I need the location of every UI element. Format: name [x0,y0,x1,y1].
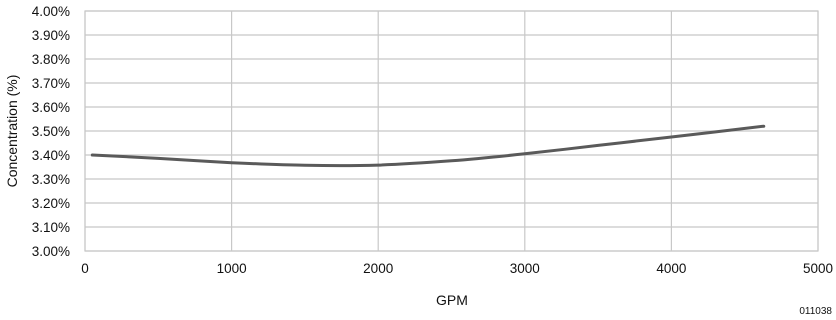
y-tick-label: 3.00% [32,244,70,259]
y-tick-label: 3.20% [32,196,70,211]
x-tick-label: 0 [81,261,89,276]
y-tick-label: 3.40% [32,148,70,163]
y-tick-label: 3.70% [32,76,70,91]
figure-reference-number: 011038 [799,306,832,317]
series-line [90,124,766,168]
series-layer [90,124,766,168]
plot-frame [84,10,819,252]
x-tick-label: 3000 [510,261,540,276]
x-tick-label: 2000 [363,261,393,276]
y-tick-label: 3.50% [32,124,70,139]
x-tick-labels: 0 1000 2000 3000 4000 5000 [81,261,833,276]
x-tick-label: 5000 [803,261,833,276]
y-axis-title: Concentration (%) [4,75,20,188]
y-tick-label: 3.30% [32,172,70,187]
y-tick-label: 4.00% [32,4,70,19]
y-tick-label: 3.80% [32,52,70,67]
y-tick-labels: 3.00% 3.10% 3.20% 3.30% 3.40% 3.50% 3.60% 3.70%… [32,4,70,259]
y-tick-label: 3.10% [32,220,70,235]
x-axis-title: GPM [436,292,468,308]
y-tick-label: 3.90% [32,28,70,43]
x-tick-label: 4000 [656,261,686,276]
y-tick-label: 3.60% [32,100,70,115]
gridlines [84,10,819,252]
x-tick-label: 1000 [217,261,247,276]
